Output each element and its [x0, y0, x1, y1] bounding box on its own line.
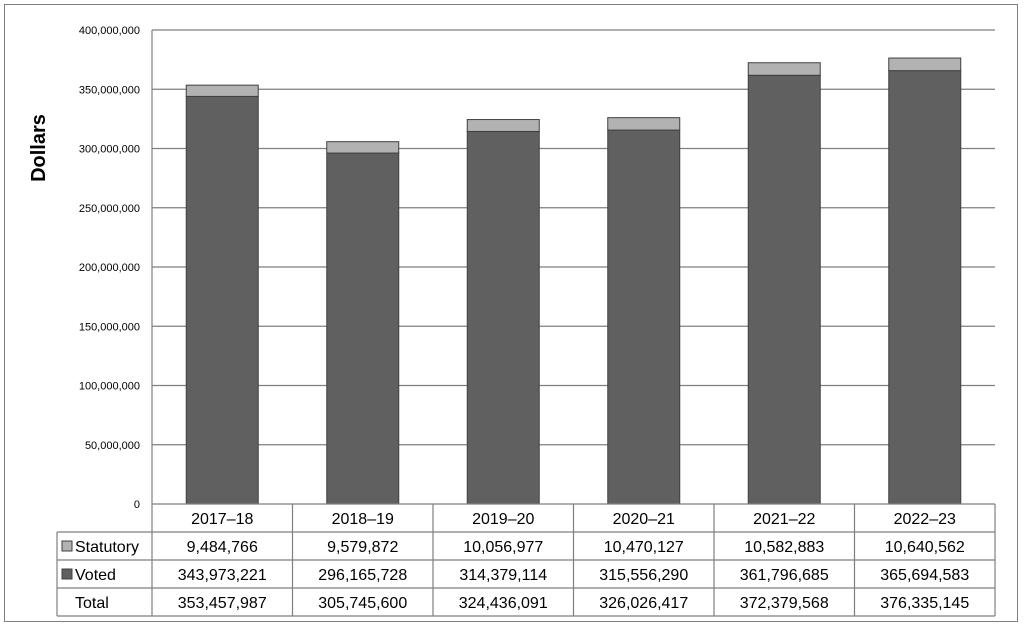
y-tick-label: 300,000,000 — [79, 144, 140, 156]
x-tick-label: 2018–19 — [332, 511, 394, 528]
y-tick-label: 200,000,000 — [79, 262, 140, 274]
bar-statutory — [888, 57, 962, 72]
y-tick-label: 250,000,000 — [79, 203, 140, 215]
y-tick-label: 400,000,000 — [79, 25, 140, 37]
data-label: 10,640,562 — [885, 539, 965, 556]
data-label: 296,165,728 — [318, 567, 407, 584]
data-label: 376,335,145 — [880, 595, 969, 612]
legend-statutory-key — [61, 540, 73, 552]
data-label: 10,056,977 — [463, 539, 543, 556]
bar-voted — [185, 95, 259, 505]
y-tick-label: 150,000,000 — [79, 321, 140, 333]
legend-voted: Voted — [75, 567, 116, 584]
x-tick-label: 2022–23 — [894, 511, 956, 528]
bar-statutory — [607, 117, 681, 131]
data-label: 353,457,987 — [178, 595, 267, 612]
bar-voted — [466, 130, 540, 505]
x-tick-label: 2021–22 — [753, 511, 815, 528]
y-tick-label: 100,000,000 — [79, 381, 140, 393]
data-label: 315,556,290 — [599, 567, 688, 584]
x-tick-label: 2017–18 — [191, 511, 253, 528]
x-tick-label: 2020–21 — [613, 511, 675, 528]
bar-statutory — [747, 62, 821, 76]
data-label: 305,745,600 — [318, 595, 407, 612]
data-label: 324,436,091 — [459, 595, 548, 612]
data-label: 314,379,114 — [459, 567, 547, 584]
bar-voted — [888, 70, 962, 505]
data-label: 326,026,417 — [599, 595, 688, 612]
chart-frame — [4, 4, 1018, 622]
bar-statutory — [466, 119, 540, 132]
data-label: 343,973,221 — [178, 567, 267, 584]
y-tick-label: 50,000,000 — [85, 440, 140, 452]
data-label: 361,796,685 — [740, 567, 829, 584]
total-label: Total — [75, 595, 109, 612]
bar-voted — [607, 129, 681, 505]
y-tick-label: 0 — [134, 499, 140, 511]
legend-statutory: Statutory — [75, 539, 139, 556]
data-label: 10,582,883 — [744, 539, 824, 556]
data-label: 10,470,127 — [604, 539, 684, 556]
data-label: 365,694,583 — [880, 567, 969, 584]
data-label: 9,484,766 — [187, 539, 258, 556]
y-axis-title: Dollars — [28, 114, 50, 182]
data-label: 372,379,568 — [740, 595, 829, 612]
legend-voted-key — [61, 568, 73, 580]
y-tick-label: 350,000,000 — [79, 84, 140, 96]
bar-statutory — [326, 141, 400, 154]
bar-voted — [326, 152, 400, 505]
bar-voted — [747, 74, 821, 505]
bar-statutory — [185, 84, 259, 97]
x-tick-label: 2019–20 — [472, 511, 534, 528]
data-label: 9,579,872 — [327, 539, 398, 556]
